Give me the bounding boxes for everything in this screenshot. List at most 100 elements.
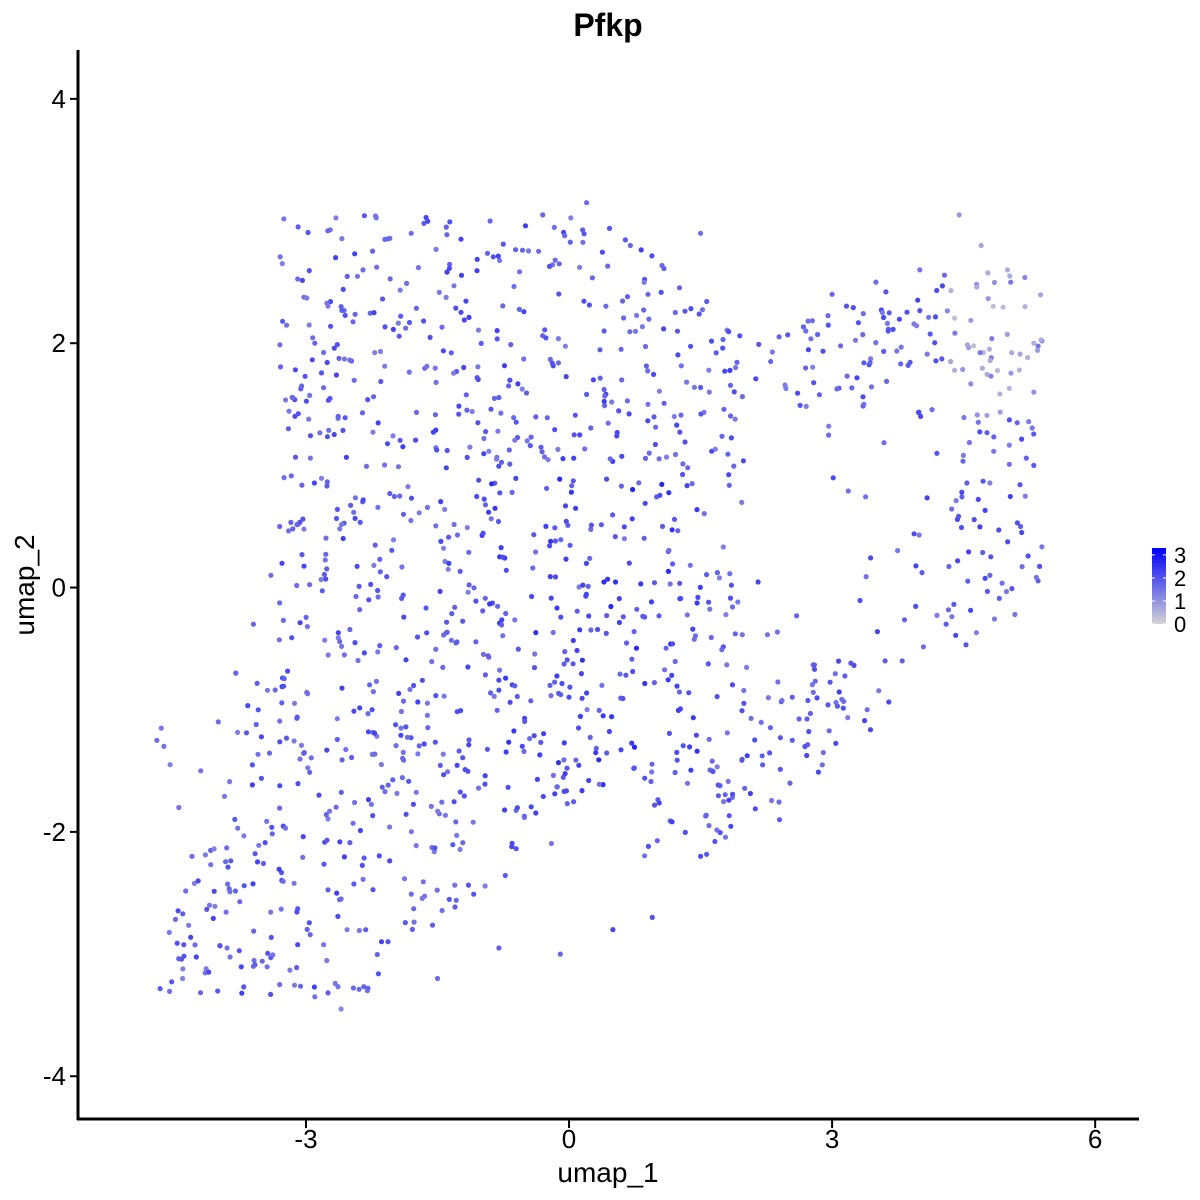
data-point	[601, 398, 607, 404]
data-point	[974, 412, 980, 418]
data-point	[428, 803, 434, 810]
data-point	[433, 523, 439, 529]
data-point	[393, 722, 399, 728]
data-point	[384, 441, 391, 447]
data-point	[356, 986, 362, 992]
data-point	[354, 273, 361, 279]
data-point	[490, 254, 496, 260]
data-point	[898, 361, 904, 367]
data-point	[556, 291, 562, 297]
data-point	[548, 538, 554, 544]
data-point	[513, 475, 519, 481]
data-point	[307, 433, 314, 439]
data-point	[807, 710, 814, 717]
data-point	[649, 761, 655, 767]
data-point	[380, 296, 386, 302]
data-point	[352, 640, 358, 646]
data-point	[397, 493, 403, 499]
data-point	[641, 279, 647, 285]
data-point	[514, 693, 520, 700]
data-point	[547, 543, 553, 549]
data-point	[884, 378, 890, 384]
data-point	[1017, 482, 1023, 488]
data-point	[387, 490, 393, 497]
data-point	[732, 416, 738, 422]
data-point	[826, 423, 832, 429]
data-point	[503, 675, 509, 681]
data-point	[1019, 564, 1025, 570]
data-point	[180, 911, 186, 917]
data-point	[474, 256, 480, 262]
data-point	[896, 316, 903, 322]
data-point	[727, 367, 733, 373]
data-point	[631, 744, 638, 750]
data-point	[499, 617, 505, 623]
data-point	[532, 651, 538, 657]
data-point	[899, 658, 905, 664]
data-point	[588, 522, 595, 528]
data-point	[421, 741, 427, 747]
data-point	[693, 732, 700, 738]
data-point	[278, 906, 284, 912]
data-point	[311, 480, 317, 486]
data-point	[531, 665, 538, 671]
data-point	[677, 580, 683, 586]
data-point	[570, 637, 576, 644]
data-point	[548, 595, 554, 601]
data-point	[404, 280, 410, 286]
data-point	[183, 888, 189, 894]
data-point	[180, 975, 186, 982]
data-point	[729, 604, 736, 610]
data-point	[774, 629, 781, 635]
data-point	[334, 342, 340, 348]
data-point	[836, 658, 842, 664]
data-point	[1025, 553, 1031, 559]
data-point	[243, 730, 250, 736]
data-point	[674, 749, 680, 756]
data-point	[258, 734, 264, 740]
data-point	[434, 975, 441, 982]
data-point	[167, 762, 173, 768]
data-point	[777, 735, 784, 741]
data-point	[408, 495, 415, 501]
data-point	[343, 746, 349, 753]
data-point	[720, 544, 726, 550]
data-point	[708, 338, 715, 344]
data-point	[197, 990, 204, 996]
data-point	[408, 517, 414, 524]
data-point	[375, 504, 381, 510]
data-point	[533, 630, 539, 636]
data-point	[413, 305, 419, 311]
data-point	[568, 489, 575, 495]
data-point	[776, 799, 782, 805]
data-point	[280, 617, 286, 624]
data-point	[307, 455, 313, 461]
data-point	[482, 502, 489, 508]
data-point	[294, 965, 300, 971]
data-point	[584, 690, 590, 696]
data-point	[450, 842, 456, 848]
data-point	[512, 617, 518, 623]
data-point	[726, 482, 732, 488]
data-point	[709, 758, 715, 764]
data-point	[461, 793, 467, 799]
data-point	[747, 790, 754, 797]
data-point	[519, 743, 525, 749]
data-point	[727, 413, 734, 419]
data-point	[424, 504, 431, 510]
data-point	[978, 242, 984, 249]
data-point	[368, 801, 374, 808]
data-point	[685, 465, 691, 471]
data-point	[810, 364, 816, 370]
data-point	[528, 434, 534, 440]
data-point	[444, 619, 450, 625]
data-point	[776, 334, 782, 340]
data-point	[833, 699, 839, 706]
data-point	[522, 223, 529, 229]
data-point	[340, 427, 346, 433]
data-point	[321, 571, 327, 578]
data-point	[466, 582, 472, 588]
data-point	[737, 333, 743, 339]
data-point	[317, 430, 323, 436]
data-point	[803, 403, 809, 409]
